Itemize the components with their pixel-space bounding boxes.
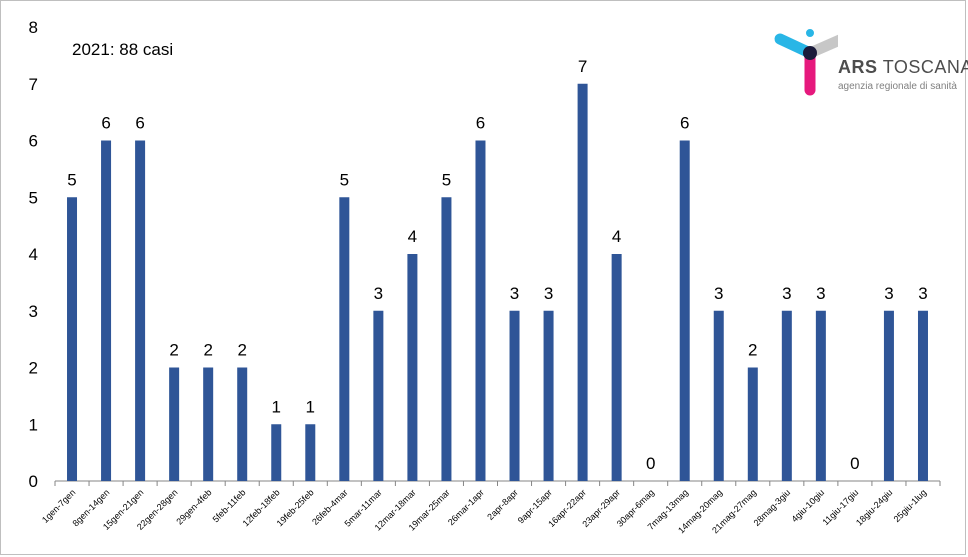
bar bbox=[271, 424, 282, 481]
bar bbox=[713, 310, 724, 481]
y-tick-label: 3 bbox=[29, 302, 38, 321]
bar bbox=[441, 197, 452, 481]
logo-title: ARS TOSCANA bbox=[838, 57, 968, 77]
data-label: 3 bbox=[816, 284, 825, 303]
data-label: 2 bbox=[203, 341, 212, 360]
x-tick-label: 25giu-1lug bbox=[892, 487, 929, 524]
bar bbox=[373, 310, 384, 481]
bar bbox=[543, 310, 554, 481]
x-tick-label: 18giu-24giu bbox=[854, 487, 894, 527]
x-tick-label: 26mar-1apr bbox=[446, 487, 486, 527]
ars-person-logo-icon bbox=[774, 27, 848, 96]
data-label: 3 bbox=[918, 284, 927, 303]
bar bbox=[203, 367, 214, 481]
data-label: 5 bbox=[67, 170, 76, 189]
data-labels: 5 6 6 2 2 2 1 1 5 3 4 5 6 3 3 7 4 0 6 3 2 3 3 0 3 3 bbox=[67, 57, 927, 473]
bar bbox=[883, 310, 894, 481]
data-label: 2 bbox=[748, 341, 757, 360]
y-tick-label: 8 bbox=[29, 18, 38, 37]
x-tick-label: 2apr-8apr bbox=[485, 487, 520, 522]
bar-series bbox=[67, 83, 928, 481]
x-tick-label: 29gen-4feb bbox=[174, 487, 213, 526]
data-label: 0 bbox=[850, 454, 859, 473]
data-label: 3 bbox=[782, 284, 791, 303]
data-label: 5 bbox=[442, 170, 451, 189]
data-label: 3 bbox=[544, 284, 553, 303]
bar bbox=[67, 197, 78, 481]
data-label: 3 bbox=[884, 284, 893, 303]
bar bbox=[611, 254, 622, 481]
y-tick-label: 2 bbox=[29, 359, 38, 378]
total-cases-annotation: 2021: 88 casi bbox=[72, 40, 174, 59]
bar bbox=[475, 140, 486, 481]
bar bbox=[305, 424, 316, 481]
y-tick-label: 4 bbox=[29, 245, 38, 264]
x-axis-tick-marks bbox=[54, 481, 941, 486]
bar bbox=[339, 197, 350, 481]
data-label: 1 bbox=[306, 397, 315, 416]
data-label: 6 bbox=[101, 114, 110, 133]
y-tick-label: 7 bbox=[29, 75, 38, 94]
x-tick-label: 19feb-25feb bbox=[275, 487, 316, 528]
bar bbox=[407, 254, 418, 481]
x-tick-label: 28mag-3giu bbox=[752, 487, 793, 528]
bar bbox=[101, 140, 112, 481]
bar bbox=[169, 367, 180, 481]
y-tick-label: 1 bbox=[29, 415, 38, 434]
bar bbox=[917, 310, 928, 481]
bar bbox=[509, 310, 520, 481]
data-label: 2 bbox=[237, 341, 246, 360]
data-label: 4 bbox=[612, 227, 621, 246]
data-label: 6 bbox=[680, 114, 689, 133]
y-tick-label: 6 bbox=[29, 132, 38, 151]
x-axis-tick-labels: 1gen-7gen8gen-14gen15gen-21gen22gen-28ge… bbox=[40, 487, 928, 535]
data-label: 4 bbox=[408, 227, 417, 246]
data-label: 1 bbox=[272, 397, 281, 416]
data-label: 6 bbox=[476, 114, 485, 133]
ars-toscana-logo: ARS TOSCANA agenzia regionale di sanità bbox=[772, 24, 968, 100]
bar bbox=[135, 140, 146, 481]
data-label: 3 bbox=[510, 284, 519, 303]
y-tick-label: 5 bbox=[29, 188, 38, 207]
data-label: 2 bbox=[169, 341, 178, 360]
y-axis-ticks: 0 1 2 3 4 5 6 7 8 bbox=[29, 18, 38, 491]
data-label: 7 bbox=[578, 57, 587, 76]
y-tick-label: 0 bbox=[29, 472, 38, 491]
data-label: 5 bbox=[340, 170, 349, 189]
bar bbox=[781, 310, 792, 481]
bar bbox=[747, 367, 758, 481]
data-label: 6 bbox=[135, 114, 144, 133]
data-label: 3 bbox=[714, 284, 723, 303]
bar bbox=[577, 83, 588, 481]
data-label: 3 bbox=[374, 284, 383, 303]
bar bbox=[815, 310, 826, 481]
bar bbox=[237, 367, 248, 481]
bar bbox=[679, 140, 690, 481]
data-label: 0 bbox=[646, 454, 655, 473]
logo-tagline: agenzia regionale di sanità bbox=[838, 81, 957, 92]
